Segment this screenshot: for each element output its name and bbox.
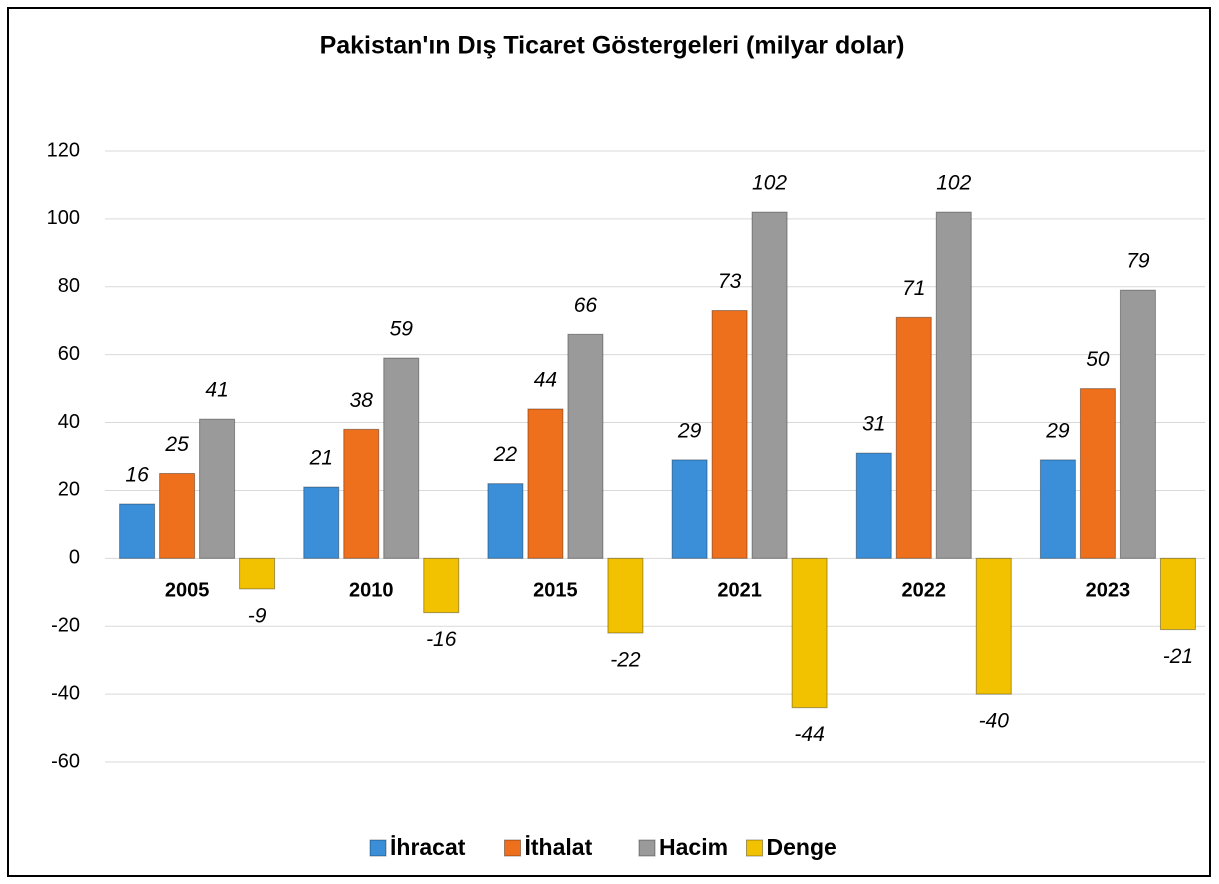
data-label: 29 (677, 419, 702, 442)
data-label: -16 (426, 628, 457, 651)
data-label: 16 (125, 464, 149, 487)
bar (487, 483, 524, 559)
y-tick-label: 40 (58, 411, 80, 433)
data-label: -22 (610, 649, 641, 672)
bar (383, 357, 420, 559)
legend-swatch (504, 839, 521, 857)
bar (1119, 289, 1156, 559)
data-label: 41 (205, 379, 228, 402)
y-tick-label: -60 (51, 750, 80, 772)
legend-swatch (638, 839, 656, 857)
data-label: 59 (390, 318, 414, 341)
data-label: 102 (936, 172, 971, 195)
x-tick-label: 2015 (533, 579, 578, 601)
data-label: 21 (309, 447, 333, 470)
data-label: -40 (979, 710, 1010, 733)
bar (303, 486, 340, 559)
bar (607, 557, 644, 634)
x-tick-label: 2005 (165, 579, 210, 601)
legend-label: İthalat (525, 834, 593, 860)
x-tick-label: 2010 (349, 579, 394, 601)
x-tick-label: 2021 (717, 579, 762, 601)
bar (711, 310, 748, 559)
data-label: 25 (164, 433, 189, 456)
data-label: 79 (1126, 250, 1150, 273)
bar (855, 452, 892, 559)
legend-swatch (369, 839, 387, 857)
bar (671, 459, 708, 559)
data-label: 29 (1045, 419, 1070, 442)
data-label: 38 (350, 389, 374, 412)
chart-title: Pakistan'ın Dış Ticaret Göstergeleri (mi… (320, 32, 905, 60)
y-tick-label: 20 (58, 479, 80, 501)
bar (423, 557, 460, 614)
y-tick-label: 120 (47, 139, 80, 161)
bar (567, 333, 604, 559)
data-label: 44 (534, 369, 557, 392)
data-label: 22 (493, 443, 518, 466)
legend-label: Denge (767, 834, 837, 860)
y-tick-label: 80 (58, 275, 80, 297)
bar (895, 316, 932, 559)
x-tick-label: 2023 (1086, 579, 1131, 601)
bar (1079, 388, 1116, 559)
bar (199, 418, 236, 559)
bar (119, 503, 156, 559)
data-label: -44 (794, 723, 824, 746)
data-label: 73 (718, 270, 742, 293)
data-label: -9 (248, 604, 267, 627)
y-tick-label: 60 (58, 343, 80, 365)
legend-label: İhracat (390, 834, 466, 860)
data-label: 102 (752, 172, 787, 195)
y-tick-label: 0 (69, 547, 80, 569)
bar (1159, 557, 1196, 631)
bar (527, 408, 564, 559)
data-label: 50 (1086, 348, 1110, 371)
x-tick-label: 2022 (902, 579, 947, 601)
data-label: 66 (574, 294, 598, 317)
bar (935, 211, 972, 559)
y-tick-label: -20 (51, 615, 80, 637)
bar (791, 557, 828, 709)
data-label: 31 (862, 413, 885, 436)
data-label: -21 (1163, 645, 1193, 668)
data-label: 71 (902, 277, 925, 300)
y-tick-label: -40 (51, 682, 80, 704)
bar (239, 557, 276, 590)
bar (343, 428, 380, 559)
bar (1039, 459, 1076, 559)
bar (159, 472, 196, 559)
bar (751, 211, 788, 559)
legend-label: Hacim (659, 834, 728, 860)
y-tick-label: 100 (47, 207, 80, 229)
legend-swatch (746, 839, 763, 857)
bar (975, 557, 1012, 695)
